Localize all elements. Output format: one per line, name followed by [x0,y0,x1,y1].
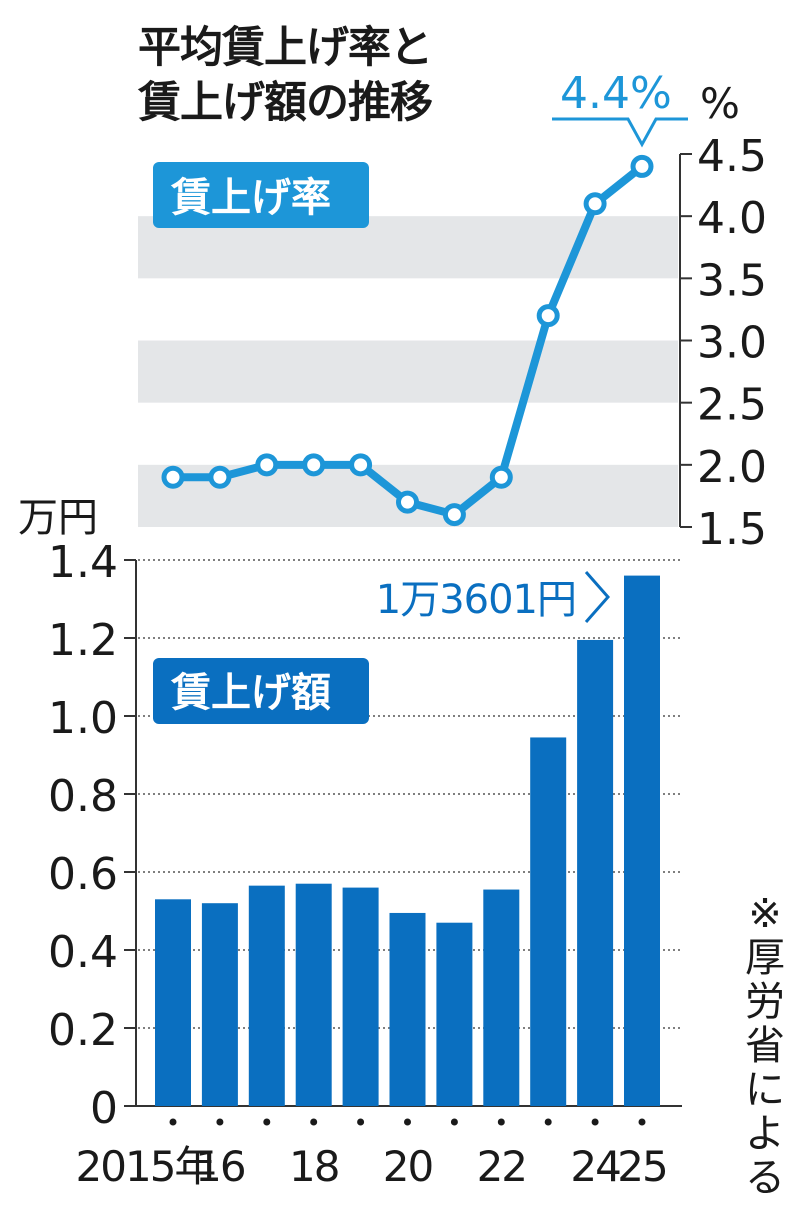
x-axis-year-dot [404,1118,411,1126]
amount-y-tick-label: 0.6 [48,849,118,900]
x-axis-year-dot [263,1118,271,1126]
source-note-char: よ [745,1111,785,1157]
chart-title-line: 平均賃上げ率と [138,23,432,73]
x-tick-label: 2015年 [76,1142,216,1191]
amount-bar [295,883,332,1106]
amount-series-label: 賃上げ額 [170,670,331,716]
x-axis-year-dot [544,1118,552,1126]
amount-series-label-box [153,658,369,724]
rate-annotation-pointer [552,117,688,148]
amount-bar [577,639,614,1106]
amount-bar [624,575,660,1106]
amount-unit-label: 万円 [18,495,98,541]
x-axis-year-dot [310,1118,318,1126]
rate-data-point [396,490,419,514]
x-axis-year-dot [216,1118,224,1126]
rate-data-point [630,154,654,178]
source-note-char: 厚 [745,935,785,981]
amount-bar [248,885,285,1106]
x-tick-label: 24 [570,1142,620,1191]
rate-data-point [255,453,279,477]
x-tick-label: 16 [195,1142,245,1191]
rate-data-point [161,465,185,489]
amount-y-tick-label: 0 [90,1083,118,1134]
amount-y-tick-label: 0.8 [48,771,118,822]
rate-data-point [208,465,232,489]
chart-title-line: 賃上げ額の推移 [137,78,433,128]
rate-data-point [583,192,607,216]
amount-bar [530,737,567,1106]
rate-data-point [489,465,513,489]
x-axis-year-dot [591,1118,599,1126]
x-tick-label: 20 [383,1142,432,1191]
rate-y-tick-label: 3.0 [697,318,767,369]
amount-y-tick-label: 0.4 [48,927,118,978]
rate-data-point [442,503,466,527]
x-axis-year-dot [497,1118,505,1126]
source-note-char: ※ [748,891,782,937]
amount-y-tick-label: 0.2 [48,1005,118,1056]
source-note-char: 省 [745,1023,785,1069]
source-note-char: る [745,1155,785,1201]
amount-bar [201,903,238,1106]
rate-y-tick-label: 4.5 [697,131,767,182]
source-note-char: に [745,1067,785,1113]
x-tick-label: 25 [617,1142,666,1191]
rate-annotation: 4.4% [560,68,672,119]
x-tick-label: 22 [477,1142,526,1191]
source-note-char: 労 [745,979,785,1025]
amount-bar [389,912,426,1106]
rate-unit-label: % [700,79,740,128]
amount-y-tick-label: 1.2 [48,615,118,666]
rate-series-label-box [153,162,369,228]
rate-y-tick-label: 4.0 [697,193,767,244]
rate-y-tick-label: 1.5 [697,504,767,555]
amount-bar [155,899,191,1106]
rate-data-point [302,453,326,477]
amount-y-tick-label: 1.4 [48,537,118,588]
rate-y-tick-label: 2.5 [697,380,767,431]
x-tick-label: 18 [289,1142,338,1191]
x-axis-year-dot [357,1118,365,1126]
amount-bar [342,887,379,1106]
amount-bar [436,922,473,1106]
rate-data-point [349,453,373,477]
amount-bar [483,889,520,1106]
amount-annotation: 1万3601円 [376,577,576,623]
rate-y-tick-label: 2.0 [697,442,767,493]
rate-series-label: 賃上げ率 [170,175,331,221]
x-axis-year-dot [169,1118,177,1126]
x-axis-year-dot [450,1118,458,1126]
rate-data-point [536,304,560,328]
x-axis-year-dot [638,1118,646,1126]
amount-y-tick-label: 1.0 [48,693,118,744]
amount-annotation-pointer [584,571,610,623]
rate-y-tick-label: 3.5 [697,255,767,306]
rate-grid-band [138,340,678,403]
